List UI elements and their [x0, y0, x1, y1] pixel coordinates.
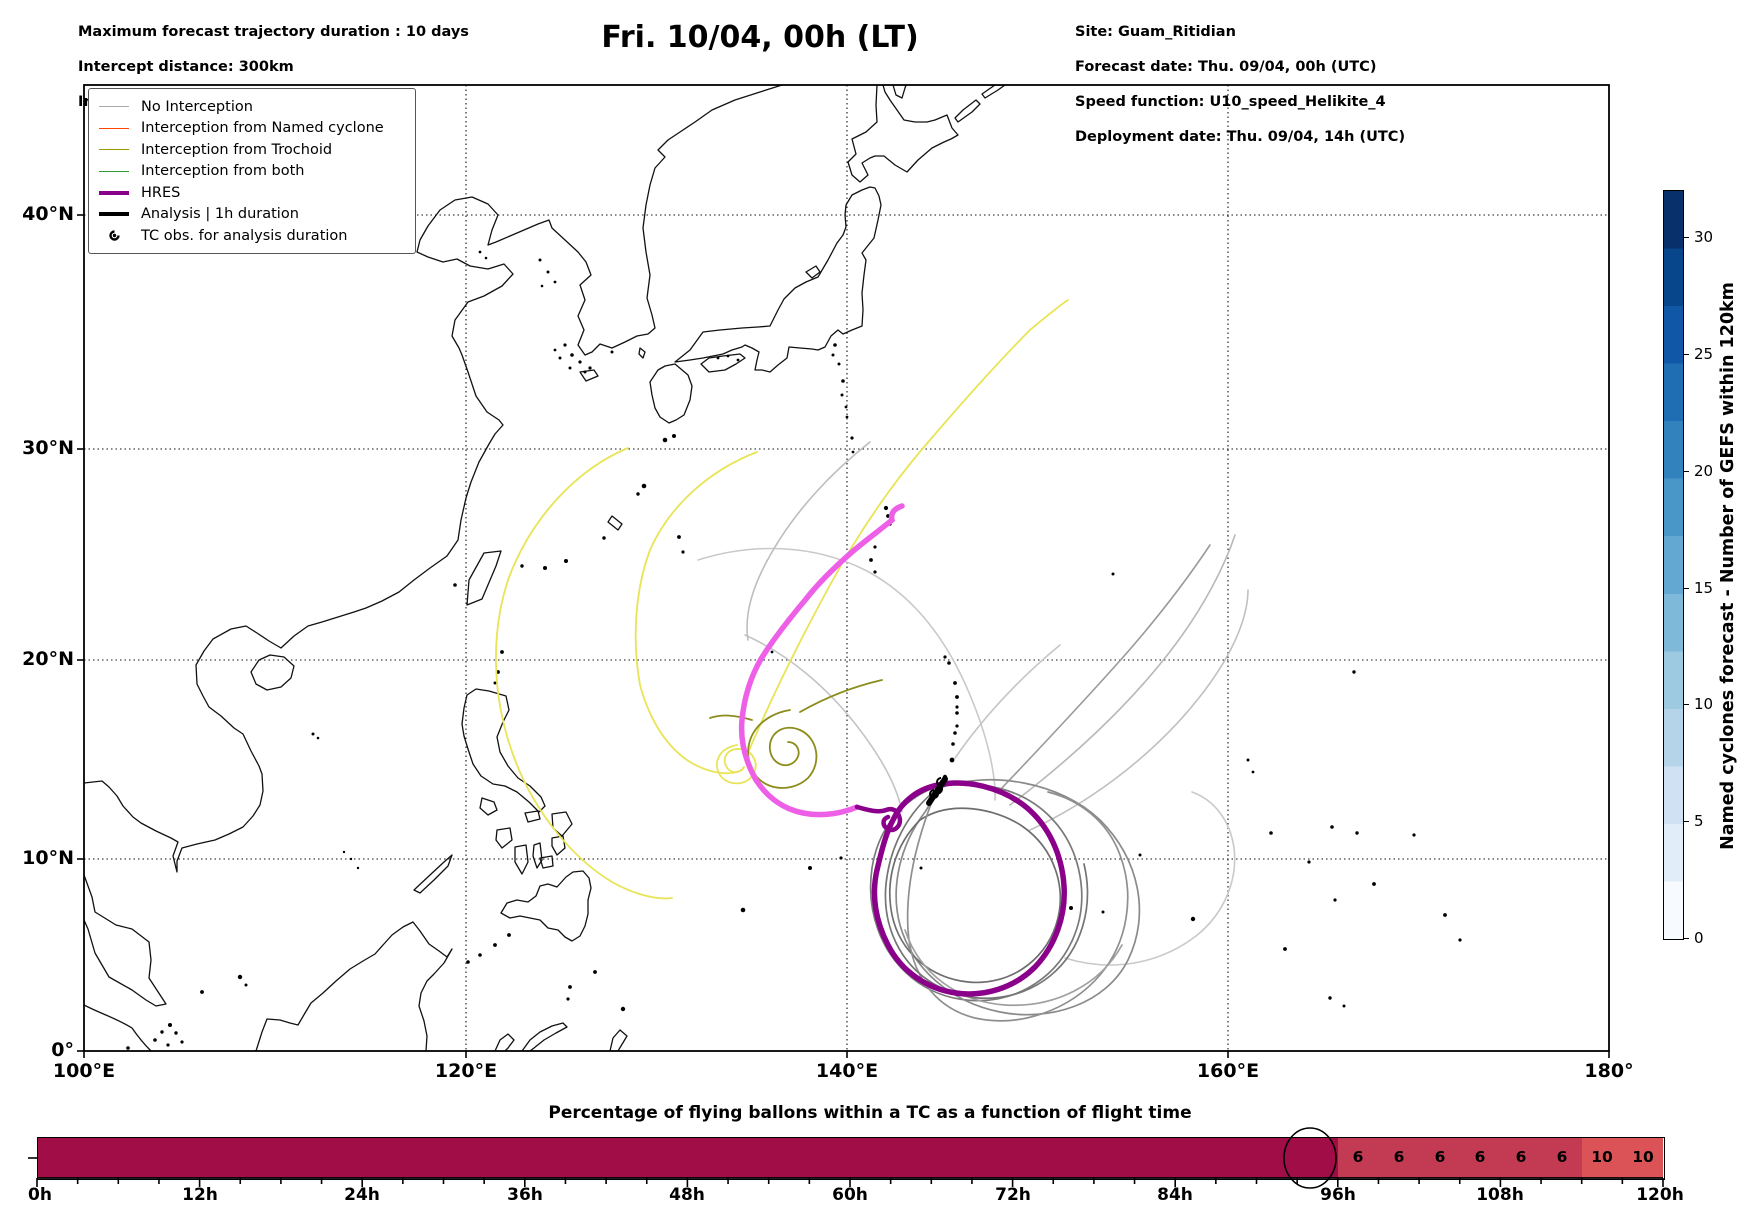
coastlines: [84, 85, 1006, 1051]
legend-row-hres: HRES: [99, 182, 405, 204]
magenta-tc-track: [738, 503, 905, 818]
hres-trajectory: [854, 780, 1067, 997]
cyclone-icon: [99, 228, 129, 243]
legend-label: No Interception: [141, 98, 253, 115]
bar-xtick-96h: 96h: [1320, 1185, 1356, 1205]
ytick-10n: 10°N: [22, 847, 74, 869]
bar-xtick-12h: 12h: [182, 1185, 218, 1205]
bar-title: Percentage of flying ballons within a TC…: [548, 1103, 1192, 1123]
xtick-100e: 100°E: [52, 1060, 116, 1082]
bar-xtick-84h: 84h: [1157, 1185, 1193, 1205]
colorbar-tick-30: 30: [1694, 228, 1714, 246]
analysis-segment: [926, 776, 948, 806]
xtick-160e: 160°E: [1196, 1060, 1260, 1082]
legend-label: Interception from Named cyclone: [141, 120, 384, 137]
ytick-30n: 30°N: [22, 437, 74, 459]
legend-label: Interception from both: [141, 163, 305, 180]
legend-label: Interception from Trochoid: [141, 141, 333, 158]
map-legend: No Interception Interception from Named …: [88, 88, 416, 254]
bar-xtick-24h: 24h: [344, 1185, 380, 1205]
bar-value: 6: [1556, 1148, 1568, 1166]
intercept-distance-text: Intercept distance: 300km: [78, 58, 294, 75]
legend-row-trochoid: Interception from Trochoid: [99, 139, 405, 161]
ytick-20n: 20°N: [22, 648, 74, 670]
bar-value: 6: [1393, 1148, 1405, 1166]
purple-line-icon: [99, 190, 129, 195]
green-line-icon: [99, 170, 129, 172]
legend-label: HRES: [141, 184, 181, 201]
legend-label: TC obs. for analysis duration: [141, 227, 348, 244]
bar-axis-svg: [28, 1127, 1664, 1189]
figure-title: Fri. 10/04, 00h (LT): [601, 20, 919, 55]
colorbar-tickmark: [1683, 588, 1689, 589]
bar-value: 10: [1591, 1148, 1613, 1166]
forecast-date-text: Forecast date: Thu. 09/04, 00h (UTC): [1075, 58, 1377, 75]
colorbar-tickmark: [1683, 938, 1689, 939]
legend-row-no-interception: No Interception: [99, 96, 405, 118]
colorbar-tickmark: [1683, 237, 1689, 238]
bar-xtick-0h: 0h: [28, 1185, 52, 1205]
trochoid-trajectories: [495, 299, 1069, 900]
colorbar-tickmark: [1683, 704, 1689, 705]
island-dots: [126, 250, 1462, 1050]
deployment-date-text: Deployment date: Thu. 09/04, 14h (UTC): [1075, 128, 1406, 145]
bar-segment-light: [1582, 1137, 1663, 1178]
legend-row-tc-obs: TC obs. for analysis duration: [99, 225, 405, 247]
bar-value: 6: [1474, 1148, 1486, 1166]
colorbar: [1663, 190, 1684, 940]
site-text: Site: Guam_Ritidian: [1075, 23, 1236, 40]
colorbar-tick-20: 20: [1694, 462, 1714, 480]
ytick-40n: 40°N: [22, 203, 74, 225]
bar-value: 10: [1632, 1148, 1654, 1166]
bar-xtick-72h: 72h: [995, 1185, 1031, 1205]
colorbar-tickmark: [1683, 471, 1689, 472]
legend-label: Analysis | 1h duration: [141, 206, 299, 223]
bar-xtick-108h: 108h: [1476, 1185, 1524, 1205]
bar-xtick-48h: 48h: [669, 1185, 705, 1205]
colorbar-tick-25: 25: [1694, 345, 1714, 363]
colorbar-tick-0: 0: [1694, 929, 1704, 947]
bar-value: 6: [1515, 1148, 1527, 1166]
colorbar-tickmark: [1683, 821, 1689, 822]
map-axis-ticks: [77, 214, 1610, 1058]
bar-xtick-60h: 60h: [832, 1185, 868, 1205]
balloon-circle-marker: [1283, 1127, 1337, 1189]
xtick-140e: 140°E: [815, 1060, 879, 1082]
colorbar-tick-10: 10: [1694, 695, 1714, 713]
bar-tickmarks: [36, 1178, 1664, 1187]
map-gridlines: [84, 85, 1609, 1051]
bar-segment-mid: [1338, 1137, 1582, 1178]
legend-row-named-cyclone: Interception from Named cyclone: [99, 118, 405, 140]
colorbar-tick-15: 15: [1694, 579, 1714, 597]
gray-trajectories: [697, 441, 1249, 1022]
ytick-0: 0°: [51, 1039, 74, 1061]
bar-xtick-36h: 36h: [507, 1185, 543, 1205]
colorbar-label: Named cyclones forecast - Number of GEFS…: [1718, 282, 1738, 850]
colorbar-tickmark: [1683, 354, 1689, 355]
bar-value: 6: [1352, 1148, 1364, 1166]
xtick-120e: 120°E: [434, 1060, 498, 1082]
max-duration-text: Maximum forecast trajectory duration : 1…: [78, 23, 469, 40]
bar-segment-dark: [37, 1137, 1338, 1178]
bar-xtick-120h: 120h: [1636, 1185, 1684, 1205]
speed-function-text: Speed function: U10_speed_Helikite_4: [1075, 93, 1386, 110]
olive-line-icon: [99, 149, 129, 151]
orangered-line-icon: [99, 127, 129, 129]
header-right-info: Site: Guam_Ritidian Forecast date: Thu. …: [1075, 6, 1405, 164]
bar-frame: [37, 1137, 1665, 1180]
gray-line-icon: [99, 106, 129, 108]
bar-value: 6: [1434, 1148, 1446, 1166]
legend-row-analysis: Analysis | 1h duration: [99, 204, 405, 226]
colorbar-tick-5: 5: [1694, 812, 1704, 830]
legend-row-both: Interception from both: [99, 161, 405, 183]
xtick-180: 180°: [1584, 1060, 1634, 1082]
black-line-icon: [99, 212, 129, 217]
